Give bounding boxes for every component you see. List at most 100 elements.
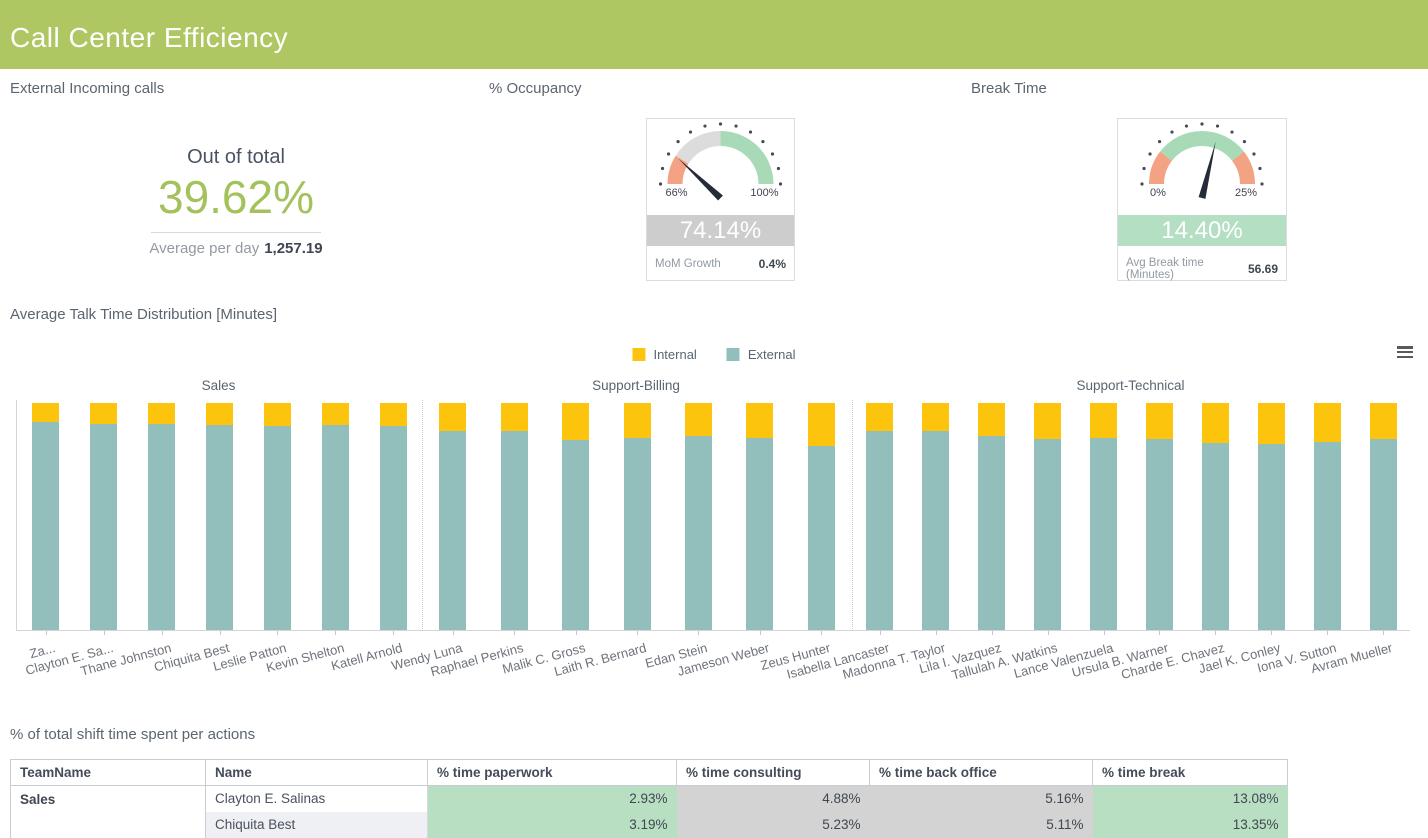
internal-segment[interactable] (263, 403, 291, 426)
external-segment[interactable] (148, 424, 176, 630)
internal-segment[interactable] (1201, 403, 1229, 443)
column-header-name[interactable]: Name (205, 759, 428, 786)
external-segment[interactable] (1257, 444, 1285, 630)
internal-segment[interactable] (206, 403, 233, 425)
external-segment[interactable] (439, 431, 467, 630)
external-segment[interactable] (807, 446, 835, 630)
legend-item-external[interactable]: External (726, 347, 796, 362)
external-segment[interactable] (206, 425, 233, 630)
internal-segment[interactable] (1313, 403, 1341, 442)
internal-segment[interactable] (807, 403, 835, 446)
gauge-tick-dot (1260, 182, 1264, 186)
column-header--time-consulting[interactable]: % time consulting (676, 759, 870, 786)
chart-legend: Internal External (632, 347, 796, 362)
external-segment[interactable] (1201, 443, 1229, 630)
shift-time-table: TeamName Name% time paperwork% time consu… (10, 759, 1288, 838)
external-segment[interactable] (1034, 439, 1062, 630)
stacked-bar-charde-e-chavez[interactable] (1201, 403, 1229, 630)
stacked-bar-madonna-t-taylor[interactable] (922, 403, 950, 630)
gauge-min-label: 66% (665, 187, 687, 199)
stacked-bar-leslie-patton[interactable] (263, 403, 291, 630)
external-segment[interactable] (263, 426, 291, 630)
stacked-bar-edan-stein[interactable] (684, 403, 712, 630)
stacked-bar-jameson-weber[interactable] (746, 403, 774, 630)
internal-segment[interactable] (562, 403, 590, 440)
gauge-tick-dot (688, 130, 693, 134)
internal-segment[interactable] (321, 403, 349, 425)
external-segment[interactable] (866, 431, 894, 630)
external-segment[interactable] (321, 425, 349, 630)
gauge-tick-dot (1184, 124, 1189, 128)
internal-segment[interactable] (746, 403, 774, 438)
kpi-value: 39.62% (157, 171, 314, 223)
stacked-bar-za-[interactable] (32, 403, 60, 630)
break-footer-label: Avg Break time (Minutes) (1126, 257, 1204, 281)
external-segment[interactable] (1145, 439, 1173, 630)
internal-segment[interactable] (623, 403, 651, 438)
stacked-bar-avram-mueller[interactable] (1369, 403, 1397, 630)
gauge-arc-segment (1232, 151, 1255, 184)
internal-segment[interactable] (439, 403, 467, 431)
stacked-bar-thane-johnston[interactable] (148, 403, 176, 630)
external-segment[interactable] (623, 438, 651, 630)
internal-segment[interactable] (922, 403, 950, 431)
stacked-bar-isabella-lancaster[interactable] (866, 403, 894, 630)
gauge-tick-dot (778, 182, 783, 186)
group-label-sales: Sales (201, 378, 236, 393)
break-time-gauge-value: 14.40% (1161, 216, 1243, 244)
column-header--time-paperwork[interactable]: % time paperwork (427, 759, 677, 786)
stacked-bar-katell-arnold[interactable] (379, 403, 407, 630)
stacked-bar-lance-valenzuela[interactable] (1090, 403, 1118, 630)
stacked-bar-clayton-e-sa-[interactable] (90, 403, 118, 630)
stacked-bar-lila-i-vazquez[interactable] (978, 403, 1006, 630)
external-segment[interactable] (500, 431, 528, 630)
internal-segment[interactable] (978, 403, 1006, 436)
occupancy-gauge-panel: 66% 100% 74.14% MoM Growth 0.4% (646, 118, 795, 281)
internal-segment[interactable] (1257, 403, 1285, 444)
group-label-support-billing: Support-Billing (592, 378, 680, 393)
stacked-bar-tallulah-a-watkins[interactable] (1034, 403, 1062, 630)
internal-segment[interactable] (500, 403, 528, 431)
internal-segment[interactable] (379, 403, 407, 426)
hamburger-icon[interactable] (1397, 346, 1413, 359)
stacked-bar-raphael-perkins[interactable] (500, 403, 528, 630)
stacked-bar-malik-c-gross[interactable] (562, 403, 590, 630)
external-segment[interactable] (562, 440, 590, 630)
stacked-bar-chiquita-best[interactable] (206, 403, 233, 630)
internal-segment[interactable] (684, 403, 712, 436)
external-segment[interactable] (746, 438, 774, 630)
internal-segment[interactable] (1090, 403, 1118, 438)
value-cell: 5.23% (676, 811, 870, 838)
external-segment[interactable] (684, 436, 712, 630)
external-segment[interactable] (922, 431, 950, 630)
external-segment[interactable] (978, 436, 1006, 630)
external-segment[interactable] (1369, 439, 1397, 630)
occupancy-footer-label: MoM Growth (655, 258, 721, 270)
column-header-teamname[interactable]: TeamName (10, 759, 206, 786)
gauge-tick-dot (660, 166, 665, 171)
internal-segment[interactable] (866, 403, 894, 431)
x-axis-tick (1271, 631, 1273, 635)
legend-item-internal[interactable]: Internal (632, 347, 697, 362)
internal-segment[interactable] (1369, 403, 1397, 439)
external-segment[interactable] (1090, 438, 1118, 630)
stacked-bar-jael-k-conley[interactable] (1257, 403, 1285, 630)
stacked-bar-wendy-luna[interactable] (439, 403, 467, 630)
stacked-bar-laith-r-bernard[interactable] (623, 403, 651, 630)
column-header--time-back-office[interactable]: % time back office (869, 759, 1093, 786)
external-segment[interactable] (379, 426, 407, 630)
stacked-bar-kevin-shelton[interactable] (321, 403, 349, 630)
internal-segment[interactable] (148, 403, 176, 424)
stacked-bar-zeus-hunter[interactable] (807, 403, 835, 630)
column-header--time-break[interactable]: % time break (1092, 759, 1288, 786)
external-segment[interactable] (90, 424, 118, 630)
x-axis-tick (161, 631, 163, 635)
stacked-bar-ursula-b-warner[interactable] (1145, 403, 1173, 630)
internal-segment[interactable] (1145, 403, 1173, 439)
internal-segment[interactable] (90, 403, 118, 424)
internal-segment[interactable] (32, 403, 60, 422)
internal-segment[interactable] (1034, 403, 1062, 439)
stacked-bar-iona-v-sutton[interactable] (1313, 403, 1341, 630)
external-segment[interactable] (32, 422, 60, 630)
external-segment[interactable] (1313, 442, 1341, 630)
